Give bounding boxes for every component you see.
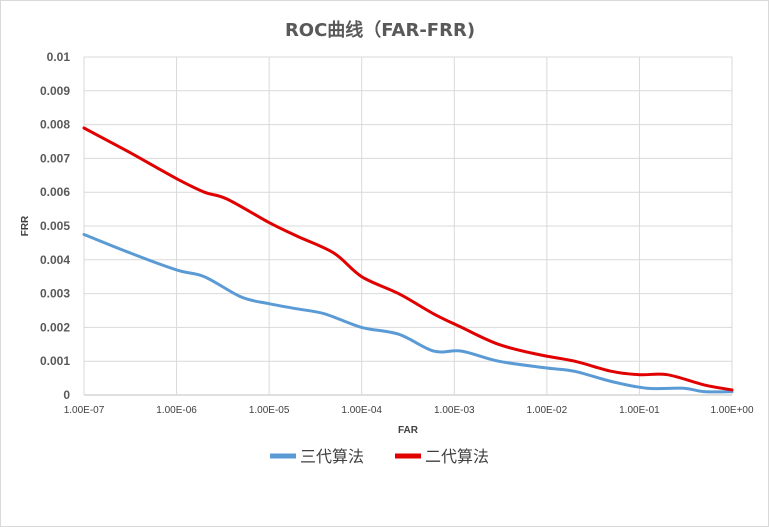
series-line-1: [82, 233, 734, 394]
chart-title: ROC曲线（FAR-FRR): [285, 19, 475, 41]
y-axis-label: FRR: [20, 215, 31, 236]
legend-label: 二代算法: [425, 447, 489, 466]
x-tick-label: 1.00E-06: [156, 405, 197, 416]
series-line-2: [82, 126, 734, 392]
x-axis-ticks: 1.00E-07 1.00E-06 1.00E-05 1.00E-04 1.00E-03…: [64, 405, 754, 416]
y-tick-label: 0.001: [40, 354, 70, 368]
legend: 三代算法 二代算法: [270, 447, 489, 466]
x-tick-label: 1.00E-01: [619, 405, 660, 416]
x-tick-label: 1.00E-02: [527, 405, 568, 416]
y-tick-label: 0.007: [40, 151, 70, 165]
legend-label: 三代算法: [300, 447, 364, 466]
y-tick-label: 0.005: [40, 219, 70, 233]
y-tick-label: 0.004: [40, 253, 70, 267]
y-tick-label: 0.003: [40, 287, 70, 301]
y-tick-label: 0.008: [40, 118, 70, 132]
y-tick-label: 0.01: [47, 50, 71, 64]
x-tick-label: 1.00E-05: [249, 405, 290, 416]
x-tick-label: 1.00E-03: [434, 405, 475, 416]
x-axis-label: FAR: [398, 425, 419, 436]
x-tick-label: 1.00E-07: [64, 405, 105, 416]
y-axis-ticks: 0 0.001 0.002 0.003 0.004 0.005 0.006 0.007 0.00…: [40, 50, 70, 402]
y-tick-label: 0.002: [40, 320, 70, 334]
x-tick-label: 1.00E+00: [710, 405, 754, 416]
x-tick-label: 1.00E-04: [341, 405, 382, 416]
series-lines: [82, 126, 734, 394]
gridlines: [83, 56, 733, 396]
y-tick-label: 0.006: [40, 185, 70, 199]
y-tick-label: 0.009: [40, 84, 70, 98]
y-tick-label: 0: [63, 388, 70, 402]
